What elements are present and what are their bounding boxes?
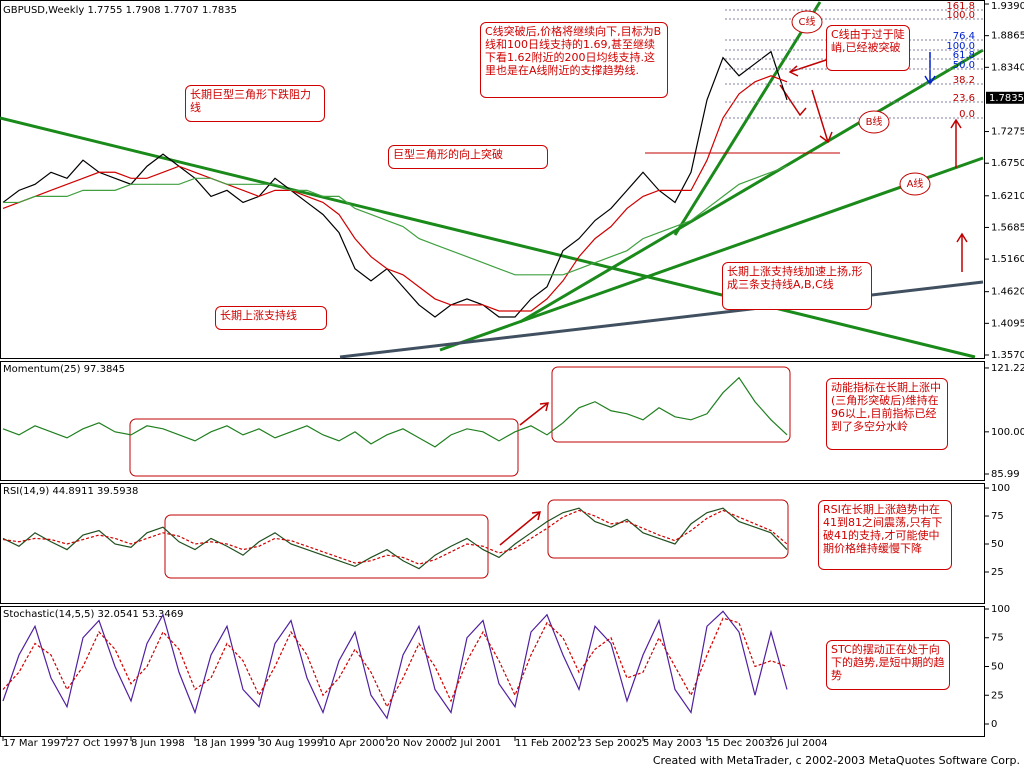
stochastic-title: Stochastic(14,5,5) 32.0541 53.3469	[3, 609, 183, 620]
arrows	[499, 59, 968, 546]
series-line	[2, 50, 788, 318]
momentum-panel	[0, 361, 985, 481]
panel-frames	[0, 0, 985, 737]
y-tick-label: 75	[991, 633, 1004, 644]
y-tick-label: 121.22	[991, 363, 1024, 374]
x-tick-label: 15 Dec 2003	[707, 738, 771, 749]
y-tick-label: 1.8340	[991, 62, 1024, 73]
arrow	[811, 89, 833, 144]
y-tick-label: 1.6210	[991, 191, 1024, 202]
series-line	[2, 507, 788, 570]
arrow	[950, 118, 962, 168]
fib-label: 100.0	[946, 10, 975, 21]
x-tick-label: 2 Jul 2001	[451, 738, 501, 749]
momentum-title: Momentum(25) 97.3845	[3, 364, 125, 375]
rsi-title: RSI(14,9) 44.8911 39.5938	[3, 486, 138, 497]
y-tick-label: 1.5160	[991, 254, 1024, 265]
stochastic-panel	[0, 606, 985, 737]
x-tick-label: 30 Aug 1999	[259, 738, 323, 749]
series-line	[2, 75, 788, 312]
x-tick-label: 27 Oct 1997	[67, 738, 129, 749]
y-tick-label: 50	[991, 661, 1004, 672]
fib-label: 76.4	[953, 31, 975, 42]
annotation: C线由于过于陡峭,已经被突破	[826, 25, 910, 71]
y-tick-label: 1.5685	[991, 222, 1024, 233]
series-line	[2, 376, 788, 448]
x-tick-label: 10 Apr 2000	[323, 738, 385, 749]
fib-label: 0.0	[959, 109, 975, 120]
last-price-box	[986, 91, 1024, 104]
trend-lines	[0, 1, 984, 359]
line-label-circle	[858, 110, 890, 134]
fib-label: 50.0	[953, 60, 975, 71]
highlight-box	[129, 418, 519, 477]
annotation: 长期上涨支持线加速上扬,形成三条支持线A,B,C线	[722, 262, 872, 310]
highlight-box	[547, 499, 789, 559]
y-tick-label: 100	[991, 604, 1010, 615]
annotation: STC的摆动正在处于向下的趋势,是短中期的趋势	[826, 640, 950, 690]
annotation: RSI在长期上涨趋势中在41到81之间震荡,只有下破41的支持,才可能使中期价格…	[818, 500, 952, 570]
annotation: 长期上涨支持线	[215, 306, 327, 330]
x-tick-label: 5 May 2003	[643, 738, 702, 749]
a-line	[439, 156, 984, 352]
line-label-circle	[791, 10, 823, 34]
series-line	[3, 165, 788, 276]
annotation: 动能指标在长期上涨中(三角形突破后)维持在96以上,目前指标已经到了多空分水岭	[826, 378, 948, 450]
series-line	[2, 610, 788, 720]
highlight-boxes	[129, 366, 791, 579]
fib-label: 38.2	[953, 75, 975, 86]
y-tick-label: 1.4620	[991, 287, 1024, 298]
rsi-panel	[0, 483, 985, 604]
fib-label: 61.8	[953, 50, 975, 61]
y-tick-label: 100	[991, 483, 1010, 494]
y-tick-label: 50	[991, 539, 1004, 550]
y-tick-label: 1.3570	[991, 350, 1024, 361]
line-label: B线	[866, 115, 883, 128]
arrow	[779, 84, 807, 117]
annotation: 巨型三角形的向上突破	[388, 145, 548, 169]
arrow	[956, 232, 968, 272]
line-label: C线	[799, 15, 816, 28]
highlight-box	[164, 514, 489, 579]
y-tick-label: 1.9390	[991, 1, 1024, 12]
annotation: 长期巨型三角形下跌阻力线	[185, 85, 325, 122]
fib-label: 161.8	[946, 1, 975, 12]
line-label: A线	[907, 177, 924, 190]
x-tick-label: 17 Mar 1997	[3, 738, 66, 749]
arrow	[519, 402, 549, 426]
y-tick-label: 0	[991, 719, 997, 730]
arrow	[788, 59, 827, 77]
highlight-box	[551, 366, 791, 443]
c-line	[673, 1, 822, 236]
line-label-circle	[899, 172, 931, 196]
series-line	[2, 617, 788, 709]
arrow	[499, 511, 541, 546]
footer: Created with MetaTrader, c 2002-2003 Met…	[653, 754, 1020, 767]
x-tick-label: 23 Sep 2002	[579, 738, 642, 749]
x-tick-label: 26 Jul 2004	[771, 738, 828, 749]
y-tick-label: 1.4095	[991, 318, 1024, 329]
b-line	[519, 48, 984, 324]
y-tick-label: 75	[991, 511, 1004, 522]
last-price-label: 1.7835	[989, 93, 1024, 104]
y-tick-label: 100.00	[991, 427, 1024, 438]
price-panel	[0, 0, 985, 359]
x-tick-label: 8 Jun 1998	[131, 738, 185, 749]
long-support-line	[339, 280, 984, 359]
fib-label: 100.0	[946, 41, 975, 52]
y-tick-label: 85.99	[991, 469, 1020, 480]
x-tick-label: 18 Jan 1999	[195, 738, 255, 749]
y-tick-label: 1.7275	[991, 127, 1024, 138]
y-tick-label: 1.6750	[991, 158, 1024, 169]
y-tick-label: 1.8865	[991, 31, 1024, 42]
annotation: C线突破后,价格将继续向下,目标为B线和100日线支持的1.69,甚至继续下看1…	[480, 22, 668, 98]
y-tick-label: 25	[991, 690, 1004, 701]
x-tick-label: 11 Feb 2002	[515, 738, 577, 749]
triangle-resistance-line	[0, 116, 976, 359]
price-title: GBPUSD,Weekly 1.7755 1.7908 1.7707 1.783…	[3, 5, 237, 16]
y-tick-label: 25	[991, 567, 1004, 578]
fib-label: 23.6	[953, 93, 975, 104]
x-tick-label: 20 Nov 2000	[387, 738, 451, 749]
